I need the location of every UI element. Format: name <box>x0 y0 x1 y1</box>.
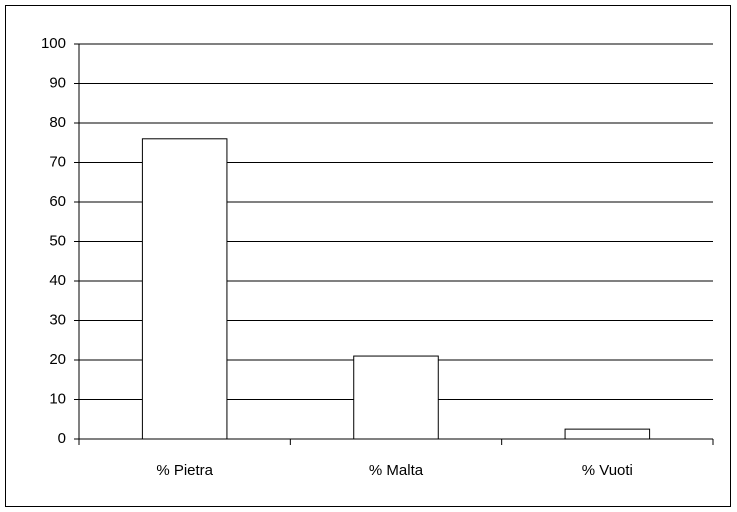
x-tick-label: % Vuoti <box>582 462 633 479</box>
y-tick-label: 30 <box>49 311 66 328</box>
y-tick-label: 80 <box>49 114 66 131</box>
bar <box>564 428 651 440</box>
y-tick-label: 100 <box>41 35 66 52</box>
y-tick-label: 0 <box>58 430 66 447</box>
x-tick-label: % Pietra <box>156 462 213 479</box>
y-tick-label: 70 <box>49 153 66 170</box>
bar <box>141 138 228 440</box>
y-tick-label: 40 <box>49 272 66 289</box>
y-tick-label: 90 <box>49 74 66 91</box>
y-tick-label: 60 <box>49 193 66 210</box>
bar <box>353 355 439 440</box>
y-tick-label: 20 <box>49 351 66 368</box>
y-tick-label: 10 <box>49 390 66 407</box>
y-tick-label: 50 <box>49 232 66 249</box>
x-tick-label: % Malta <box>369 462 424 479</box>
